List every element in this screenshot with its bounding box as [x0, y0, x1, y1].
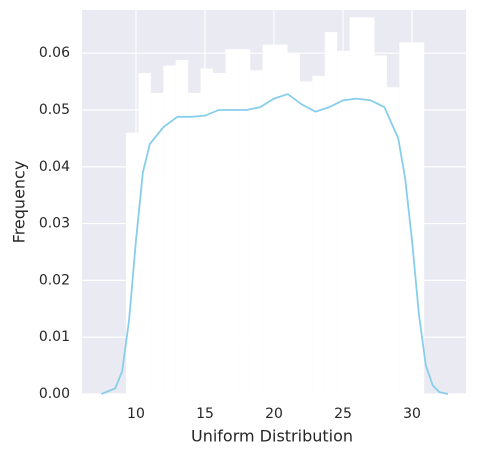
bar [175, 59, 189, 395]
y-tick-label: 0.02 [39, 272, 70, 288]
bar [250, 70, 263, 395]
bar [138, 73, 151, 394]
bar [126, 132, 139, 394]
bar [225, 49, 238, 395]
x-axis-label: Uniform Distribution [191, 427, 353, 446]
bar [349, 17, 363, 395]
bar [374, 55, 387, 394]
bar [411, 42, 425, 395]
bar [150, 92, 164, 395]
bar [312, 75, 325, 394]
y-tick-label: 0.04 [39, 159, 70, 175]
bar [337, 50, 350, 394]
bar [386, 87, 400, 394]
bar [275, 44, 288, 395]
bar [212, 73, 226, 394]
bar [188, 92, 201, 395]
y-tick-label: 0.01 [39, 329, 70, 345]
bar [324, 32, 338, 395]
y-tick-label: 0.03 [39, 216, 70, 232]
bar [262, 44, 276, 395]
x-tick-label: 15 [196, 406, 214, 422]
bar [200, 68, 213, 394]
bar [287, 53, 300, 394]
x-tick-label: 30 [403, 406, 421, 422]
bar [163, 65, 176, 394]
y-axis-label: Frequency [10, 161, 29, 244]
kde-line [101, 93, 449, 395]
y-tick-label: 0.05 [39, 102, 70, 118]
x-tick-label: 20 [265, 406, 283, 422]
y-tick-label: 0.00 [39, 386, 70, 402]
bar [362, 17, 375, 395]
y-tick-label: 0.06 [39, 45, 70, 61]
bar [399, 42, 412, 395]
bar [237, 49, 251, 395]
x-tick-label: 25 [334, 406, 352, 422]
x-tick-label: 10 [127, 406, 145, 422]
bar [299, 81, 313, 394]
